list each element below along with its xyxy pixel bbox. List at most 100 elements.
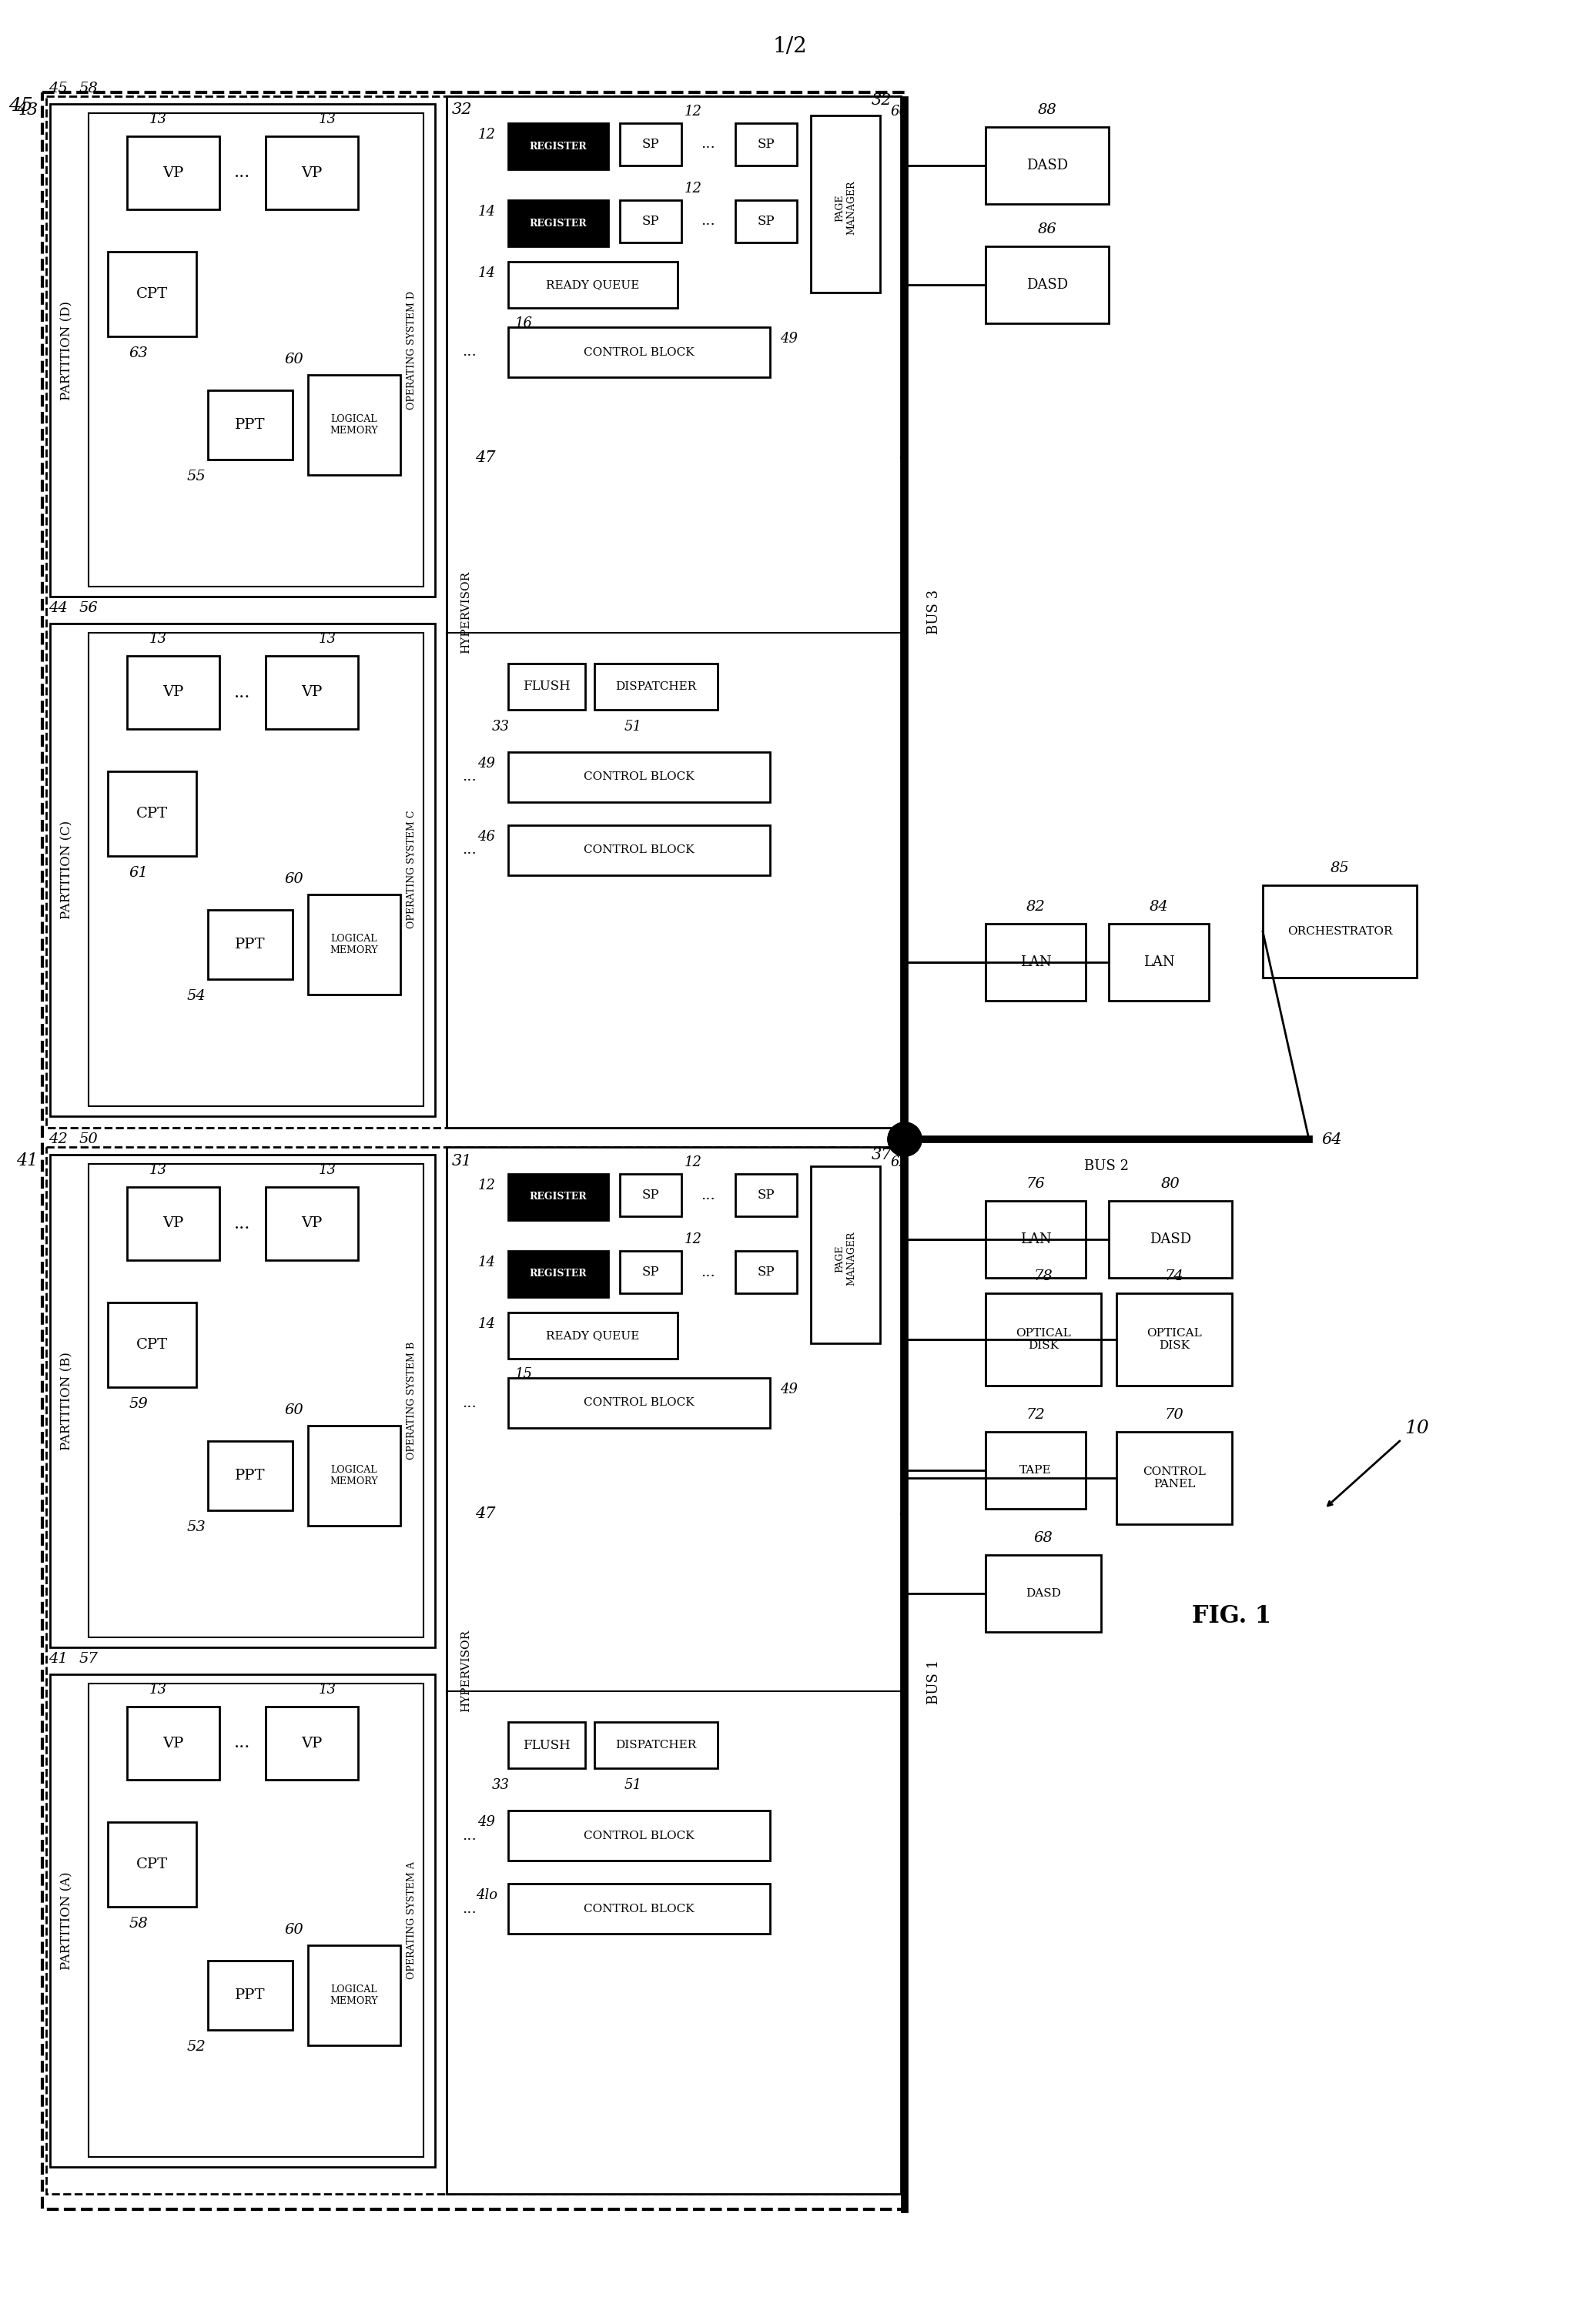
Text: SP: SP: [641, 1188, 659, 1202]
Text: 66: 66: [891, 105, 909, 119]
Text: LAN: LAN: [1021, 955, 1051, 969]
Text: 32: 32: [452, 102, 472, 119]
Bar: [447, 95, 901, 1127]
Text: 14: 14: [477, 1255, 496, 1269]
Text: 60: 60: [284, 1922, 303, 1936]
Text: 14: 14: [477, 205, 496, 218]
Text: HYPERVISOR: HYPERVISOR: [460, 572, 471, 653]
Text: CPT: CPT: [136, 1857, 167, 1871]
Text: PPT: PPT: [235, 1989, 265, 2003]
Text: 85: 85: [1330, 862, 1349, 876]
Text: OPTICAL
DISK: OPTICAL DISK: [1147, 1327, 1202, 1350]
Text: 53: 53: [186, 1520, 205, 1534]
Bar: [308, 895, 400, 995]
Text: 78: 78: [1033, 1269, 1052, 1283]
Text: OPERATING SYSTEM C: OPERATING SYSTEM C: [408, 811, 417, 930]
Text: PARTITION (C): PARTITION (C): [60, 820, 74, 920]
Text: 12: 12: [684, 105, 702, 119]
Bar: [619, 123, 681, 165]
Bar: [594, 1722, 717, 1769]
Text: SP: SP: [757, 214, 774, 228]
Text: CONTROL BLOCK: CONTROL BLOCK: [583, 1831, 694, 1841]
Bar: [509, 123, 608, 170]
Text: 33: 33: [491, 1778, 509, 1792]
Text: ...: ...: [702, 1188, 716, 1202]
Text: 50: 50: [79, 1132, 98, 1146]
Text: 1/2: 1/2: [773, 35, 807, 56]
Bar: [126, 655, 220, 730]
Text: PAGE
MANAGER: PAGE MANAGER: [834, 181, 856, 235]
Text: ...: ...: [463, 1397, 477, 1411]
Bar: [1109, 923, 1209, 1002]
Bar: [88, 1164, 423, 1638]
Bar: [51, 105, 435, 597]
Text: VP: VP: [163, 1736, 183, 1750]
Text: 49: 49: [781, 1383, 798, 1397]
Text: 12: 12: [477, 1178, 496, 1192]
Text: 41: 41: [49, 1652, 68, 1666]
Bar: [51, 623, 435, 1116]
Text: 32: 32: [872, 93, 891, 107]
Text: DASD: DASD: [1027, 158, 1068, 172]
Text: 12: 12: [684, 1232, 702, 1246]
Bar: [51, 1673, 435, 2166]
Text: SP: SP: [757, 1188, 774, 1202]
Bar: [986, 923, 1085, 1002]
Bar: [986, 1202, 1085, 1278]
Text: LAN: LAN: [1144, 955, 1174, 969]
Text: 45: 45: [49, 81, 68, 95]
Text: 14: 14: [477, 267, 496, 281]
Text: 42: 42: [49, 1132, 68, 1146]
Text: ...: ...: [234, 1215, 251, 1232]
Text: 49: 49: [477, 1815, 496, 1829]
Bar: [1262, 885, 1417, 978]
Bar: [509, 200, 608, 246]
Text: 60: 60: [284, 872, 303, 885]
Text: 68: 68: [1033, 1532, 1052, 1545]
Bar: [265, 1706, 359, 1780]
Text: 33: 33: [491, 720, 509, 734]
Text: REGISTER: REGISTER: [529, 218, 586, 228]
Text: 14: 14: [477, 1318, 496, 1332]
Text: HYPERVISOR: HYPERVISOR: [460, 1629, 471, 1713]
Text: ...: ...: [463, 1901, 477, 1915]
Text: LOGICAL
MEMORY: LOGICAL MEMORY: [330, 1985, 378, 2006]
Text: 45: 45: [8, 98, 33, 116]
Bar: [265, 137, 359, 209]
Text: 62: 62: [891, 1155, 909, 1169]
Text: 13: 13: [149, 632, 167, 646]
Text: ...: ...: [702, 1264, 716, 1278]
Text: DASD: DASD: [1027, 279, 1068, 293]
Bar: [509, 1250, 608, 1297]
Text: CONTROL BLOCK: CONTROL BLOCK: [583, 1903, 694, 1915]
Text: 51: 51: [624, 1778, 641, 1792]
Text: 16: 16: [515, 316, 532, 330]
Text: 88: 88: [1038, 102, 1057, 116]
Text: 46: 46: [477, 830, 496, 844]
Bar: [735, 123, 796, 165]
Text: DASD: DASD: [1025, 1587, 1062, 1599]
Text: 52: 52: [186, 2040, 205, 2054]
Bar: [126, 1188, 220, 1260]
Text: 72: 72: [1025, 1408, 1044, 1422]
Text: LOGICAL
MEMORY: LOGICAL MEMORY: [330, 414, 378, 435]
Text: 64: 64: [1322, 1132, 1343, 1146]
Text: 60: 60: [284, 1404, 303, 1418]
Text: REGISTER: REGISTER: [529, 142, 586, 151]
Text: PPT: PPT: [235, 418, 265, 432]
Bar: [986, 1555, 1101, 1631]
Text: 86: 86: [1038, 223, 1057, 237]
Text: DISPATCHER: DISPATCHER: [616, 681, 697, 693]
Text: BUS 1: BUS 1: [927, 1659, 942, 1703]
Text: 58: 58: [79, 81, 98, 95]
Text: CONTROL BLOCK: CONTROL BLOCK: [583, 844, 694, 855]
Text: SP: SP: [641, 137, 659, 151]
Text: 56: 56: [79, 602, 98, 616]
Text: VP: VP: [163, 165, 183, 179]
Text: 12: 12: [684, 181, 702, 195]
Text: PPT: PPT: [235, 937, 265, 951]
Text: 31: 31: [452, 1153, 472, 1169]
Text: FIG. 1: FIG. 1: [1193, 1604, 1272, 1629]
Bar: [986, 128, 1109, 205]
Text: CPT: CPT: [136, 1339, 167, 1353]
